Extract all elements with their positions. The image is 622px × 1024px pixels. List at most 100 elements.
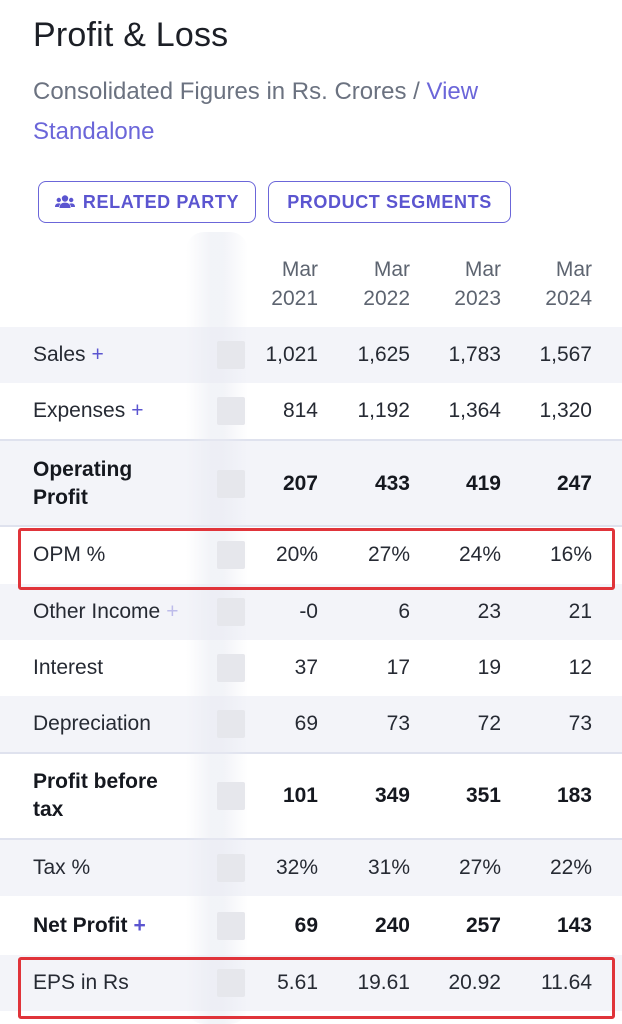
table-row-interest: Interest 37 17 19 12	[0, 640, 622, 696]
column-month: Mar	[555, 258, 592, 281]
related-party-button[interactable]: RELATED PARTY	[38, 181, 256, 223]
column-year: 2023	[454, 287, 501, 310]
table-cell: 101	[282, 784, 318, 807]
table-cell: 21	[568, 600, 592, 623]
column-year: 2024	[545, 287, 592, 310]
column-header-2021: Mar 2021	[238, 255, 318, 313]
table-row-eps: EPS in Rs 5.61 19.61 20.92 11.64	[0, 955, 622, 1011]
redacted-cell	[217, 341, 245, 369]
row-label: Sales +	[33, 341, 104, 369]
table-cell: 24%	[458, 543, 501, 566]
users-icon	[54, 194, 75, 210]
expand-sales-button[interactable]: +	[91, 343, 104, 366]
table-cell: 5.61	[277, 971, 318, 994]
table-row-net-profit: Net Profit + 69 240 257 143	[0, 897, 622, 955]
row-label-text: Sales	[33, 343, 86, 366]
product-segments-label: PRODUCT SEGMENTS	[287, 191, 492, 212]
table-cell: 207	[282, 472, 318, 495]
row-label: Interest	[33, 656, 104, 679]
redacted-cell	[217, 782, 245, 810]
row-divider	[0, 752, 622, 754]
column-header-2022: Mar 2022	[330, 255, 410, 313]
table-cell: 814	[282, 399, 318, 422]
table-cell: 1,567	[539, 343, 592, 366]
table-cell: 1,783	[448, 343, 501, 366]
row-label: Net Profit +	[33, 912, 146, 940]
table-cell: 31%	[367, 856, 410, 879]
expand-other-income-button[interactable]: +	[166, 600, 179, 623]
table-cell: 247	[556, 472, 592, 495]
table-cell: 183	[556, 784, 592, 807]
expand-expenses-button[interactable]: +	[131, 399, 144, 422]
product-segments-button[interactable]: PRODUCT SEGMENTS	[268, 181, 511, 223]
redacted-cell	[217, 654, 245, 682]
row-label: Profit before tax	[33, 768, 158, 824]
table-cell: 419	[465, 472, 501, 495]
table-cell: 19	[477, 656, 501, 679]
table-row-depreciation: Depreciation 69 73 72 73	[0, 696, 622, 752]
table-cell: 32%	[275, 856, 318, 879]
table-cell: 1,364	[448, 399, 501, 422]
figures-subtitle: Consolidated Figures in Rs. Crores / Vie…	[33, 72, 593, 152]
column-header-2024: Mar 2024	[512, 255, 592, 313]
row-label: Operating Profit	[33, 456, 132, 512]
row-label-text: Expenses	[33, 399, 126, 422]
table-cell: 16%	[549, 543, 592, 566]
page-title: Profit & Loss	[33, 16, 229, 54]
table-cell: 1,625	[357, 343, 410, 366]
row-label: OPM %	[33, 543, 106, 566]
row-divider	[0, 439, 622, 441]
table-row-opm: OPM % 20% 27% 24% 16%	[0, 527, 622, 583]
table-cell: 6	[398, 600, 410, 623]
table-cell: 27%	[367, 543, 410, 566]
row-label-line: Profit before	[33, 770, 158, 793]
table-cell: 23	[477, 600, 501, 623]
table-cell: 433	[374, 472, 410, 495]
table-cell: 1,192	[357, 399, 410, 422]
row-label-line: Profit	[33, 486, 88, 509]
table-cell: 73	[568, 712, 592, 735]
subtitle-text: Consolidated Figures in Rs. Crores /	[33, 78, 427, 105]
row-label: Depreciation	[33, 712, 151, 735]
view-standalone-link[interactable]: View Standalone	[33, 78, 479, 145]
table-cell: 17	[386, 656, 410, 679]
table-row-operating-profit: Operating Profit 207 433 419 247	[0, 441, 622, 527]
table-cell: 351	[465, 784, 501, 807]
table-row-sales: Sales + 1,021 1,625 1,783 1,567	[0, 327, 622, 383]
redacted-cell	[217, 470, 245, 498]
table-cell: 22%	[549, 856, 592, 879]
expand-net-profit-button[interactable]: +	[133, 914, 146, 937]
row-label: Tax %	[33, 856, 91, 879]
table-cell: 257	[465, 914, 501, 937]
redacted-cell	[217, 969, 245, 997]
table-cell: 69	[294, 914, 318, 937]
table-cell: 19.61	[357, 971, 410, 994]
column-year: 2022	[363, 287, 410, 310]
related-party-label: RELATED PARTY	[82, 191, 240, 212]
table-cell: 349	[374, 784, 410, 807]
table-row-expenses: Expenses + 814 1,192 1,364 1,320	[0, 383, 622, 439]
column-month: Mar	[373, 258, 410, 281]
table-cell: 1,320	[539, 399, 592, 422]
table-cell: -0	[299, 600, 318, 623]
row-label-text: Other Income	[33, 600, 161, 623]
table-cell: 240	[374, 914, 410, 937]
table-cell: 73	[386, 712, 410, 735]
column-month: Mar	[464, 258, 501, 281]
redacted-cell	[217, 397, 245, 425]
table-row-other-income: Other Income + -0 6 23 21	[0, 584, 622, 640]
row-label-text: Net Profit	[33, 914, 128, 937]
row-label: Expenses +	[33, 397, 144, 425]
redacted-cell	[217, 854, 245, 882]
redacted-cell	[217, 541, 245, 569]
row-divider	[0, 525, 622, 527]
redacted-cell	[217, 912, 245, 940]
row-label-line: Operating	[33, 458, 133, 481]
table-cell: 20%	[275, 543, 318, 566]
table-cell: 69	[294, 712, 318, 735]
column-header-2023: Mar 2023	[421, 255, 501, 313]
row-divider	[0, 838, 622, 840]
redacted-cell	[217, 598, 245, 626]
table-cell: 27%	[458, 856, 501, 879]
table-row-tax: Tax % 32% 31% 27% 22%	[0, 840, 622, 896]
